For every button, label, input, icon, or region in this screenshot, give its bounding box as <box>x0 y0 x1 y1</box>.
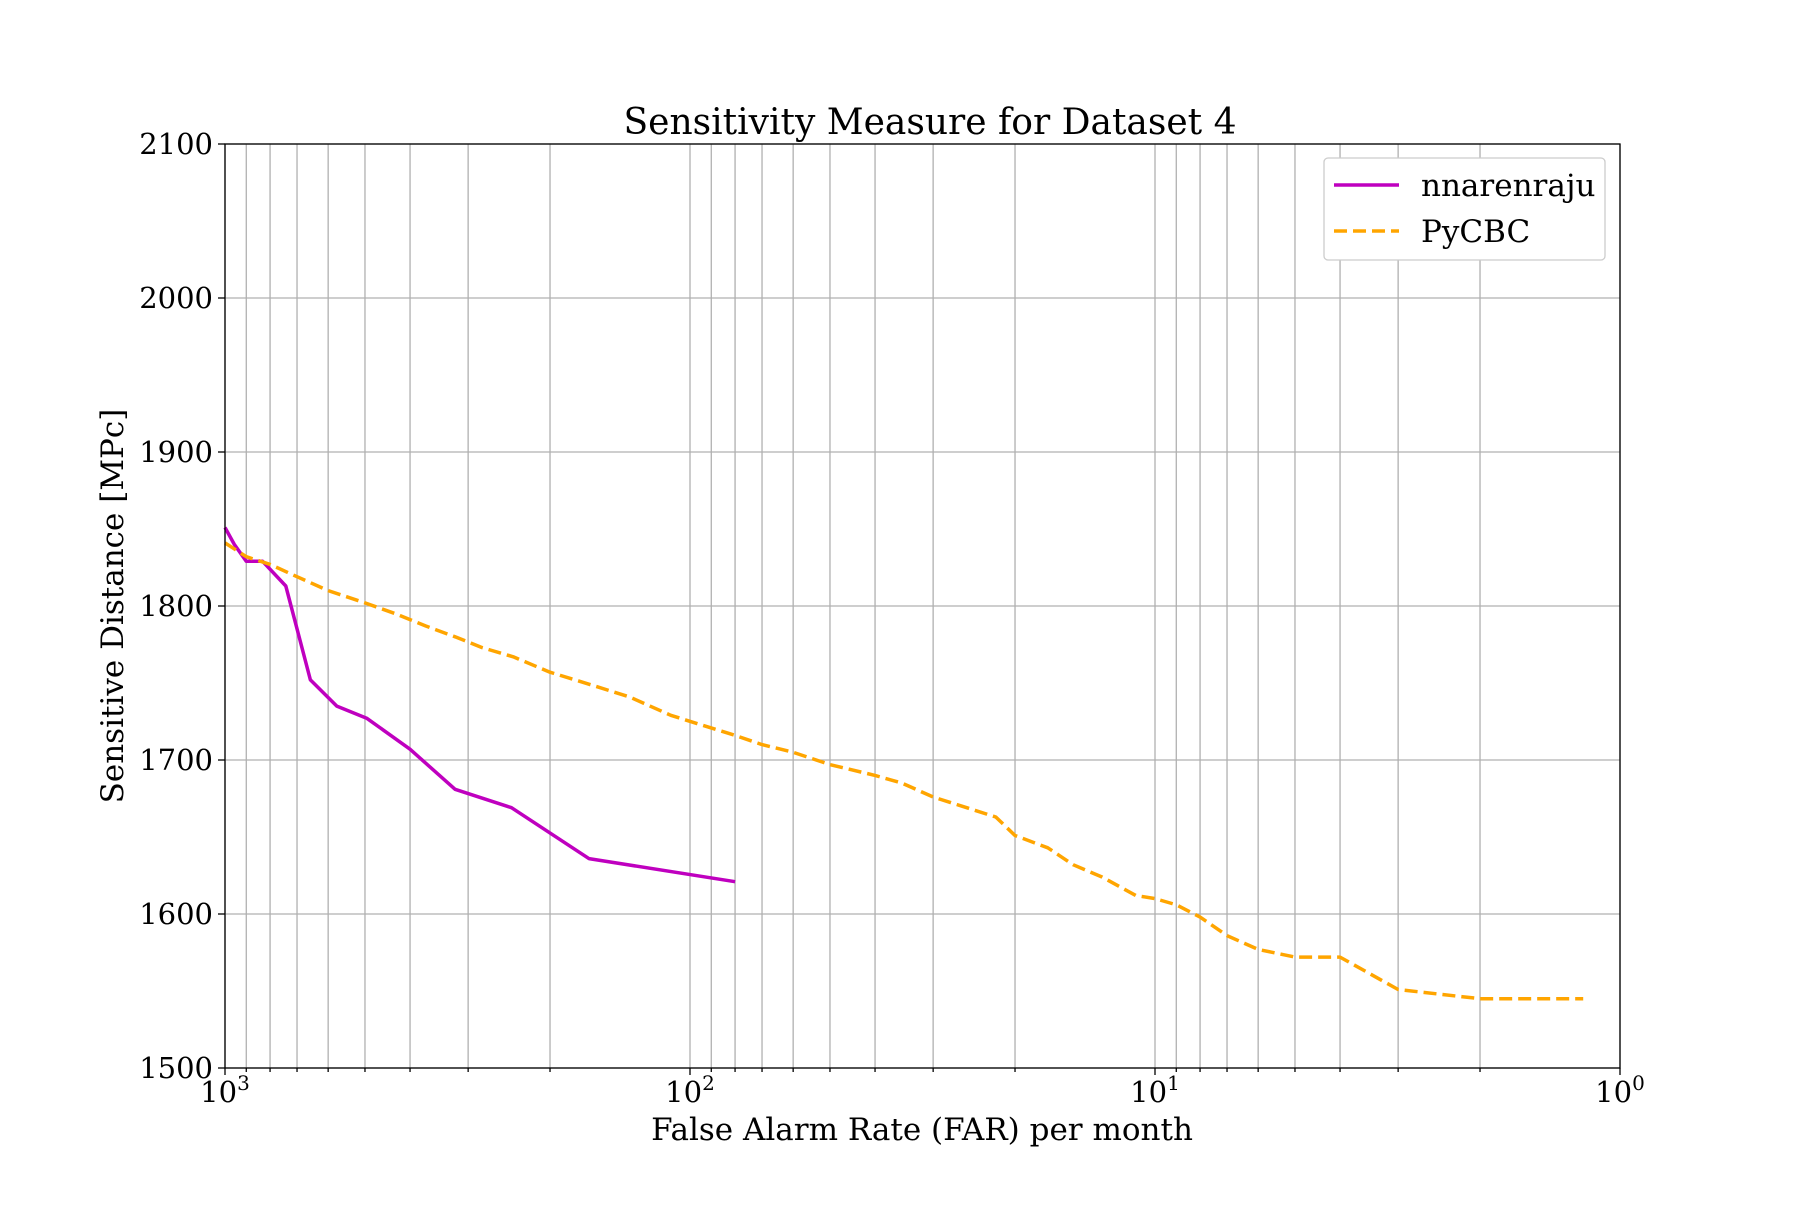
y-tick-label: 2100 <box>139 127 213 161</box>
series-line-pycbc <box>224 541 1584 1001</box>
y-tick-label: 1700 <box>139 743 213 777</box>
x-tick-label: 101 <box>1130 1071 1180 1109</box>
axis-ticks: 1500 1600 1700 1800 1900 2000 2100 103 102 101 100 <box>139 127 1645 1109</box>
y-tick-label: 2000 <box>139 281 213 315</box>
series-lines <box>223 526 1584 1001</box>
x-axis-label: False Alarm Rate (FAR) per month <box>651 1112 1193 1148</box>
x-tick-label: 100 <box>1595 1071 1645 1109</box>
y-tick-label: 1600 <box>139 897 213 931</box>
y-axis-label: Sensitive Distance [MPc] <box>95 409 131 804</box>
grid-lines <box>224 143 1621 1069</box>
legend-label-nnarenraju: nnarenraju <box>1421 168 1595 204</box>
y-tick-label: 1800 <box>139 589 213 623</box>
legend: nnarenraju PyCBC <box>1323 157 1606 261</box>
series-line-nnarenraju <box>223 526 736 884</box>
legend-label-pycbc: PyCBC <box>1421 214 1530 250</box>
y-tick-label: 1500 <box>139 1051 213 1085</box>
y-tick-label: 1900 <box>139 435 213 469</box>
x-tick-label: 103 <box>200 1071 250 1109</box>
x-tick-label: 102 <box>665 1071 715 1109</box>
chart-title: Sensitivity Measure for Dataset 4 <box>624 102 1237 143</box>
